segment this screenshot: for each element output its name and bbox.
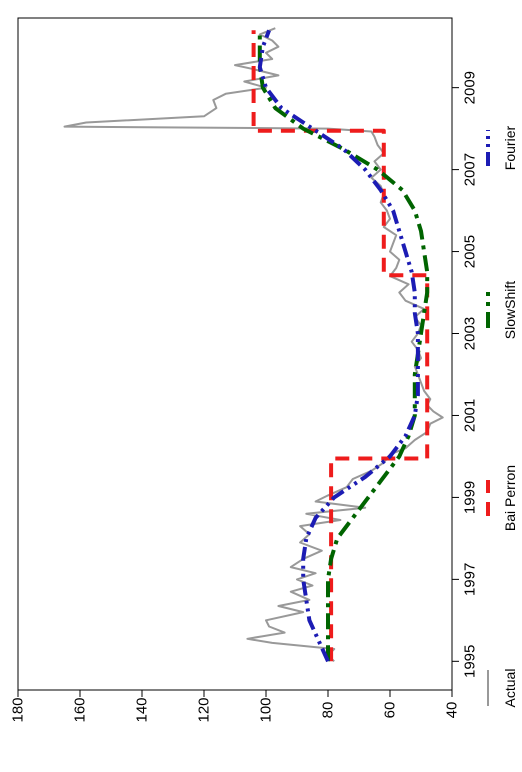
value-tick-label: 60 — [382, 702, 399, 719]
year-tick-label: 1999 — [462, 481, 479, 514]
value-tick-label: 40 — [444, 702, 461, 719]
value-tick-label: 100 — [258, 697, 275, 722]
year-tick-label: 1997 — [462, 563, 479, 596]
value-axis: 40 60 80 100 120 140 160 180 — [10, 689, 461, 723]
year-tick-label: 1995 — [462, 645, 479, 678]
value-tick-label: 120 — [196, 697, 213, 722]
legend-label-bai-perron: Bai Perron — [502, 465, 518, 531]
plot-frame — [17, 17, 453, 691]
plot-border — [17, 17, 453, 691]
value-tick-label: 140 — [134, 697, 151, 722]
series-group — [63, 27, 444, 663]
series-line-fourier — [257, 29, 420, 663]
year-axis: 1995 1997 1999 2001 2003 2005 2007 2009 — [451, 71, 479, 678]
value-tick-label: 80 — [320, 702, 337, 719]
year-tick-label: 2009 — [462, 71, 479, 104]
value-tick-label: 160 — [72, 697, 89, 722]
legend-label-slowshift: SlowShift — [502, 281, 518, 339]
legend-label-fourier: Fourier — [502, 125, 518, 170]
year-tick-label: 2005 — [462, 235, 479, 268]
series-line-bai-perron — [251, 30, 430, 662]
value-tick-label: 180 — [10, 697, 27, 722]
year-tick-label: 2001 — [462, 399, 479, 432]
legend: Actual Bai Perron SlowShift Fourier — [486, 125, 518, 708]
legend-label-actual: Actual — [502, 669, 518, 708]
series-line-actual — [63, 27, 444, 663]
year-tick-label: 2007 — [462, 153, 479, 186]
year-tick-label: 2003 — [462, 317, 479, 350]
series-line-slowshift — [257, 30, 430, 662]
